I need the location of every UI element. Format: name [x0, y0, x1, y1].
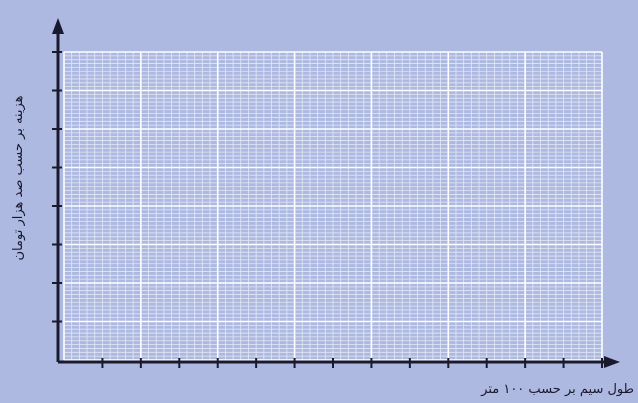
x-axis-arrow-icon [604, 356, 620, 368]
chart-axes [52, 18, 620, 368]
x-axis-ticks [101, 358, 603, 368]
y-axis-arrow-icon [52, 18, 64, 34]
y-axis-ticks [52, 51, 62, 323]
x-axis-label: طول سیم بر حسب ۱۰۰ متر [480, 382, 634, 397]
y-axis-label: هزینه بر حسب صد هزار تومان [11, 95, 26, 260]
chart-grid [63, 51, 603, 361]
